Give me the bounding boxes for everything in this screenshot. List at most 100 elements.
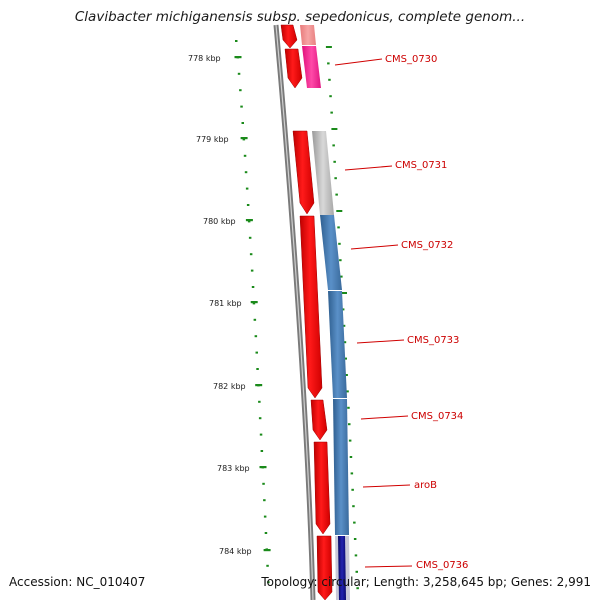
feature-tick <box>343 341 347 344</box>
feature-tick <box>338 242 341 245</box>
feature-tick <box>356 587 359 590</box>
feature-tick <box>331 128 338 130</box>
topology-summary: Topology: circular; Length: 3,258,645 bp… <box>261 575 591 589</box>
feature-tick <box>334 177 337 180</box>
gene-block[interactable] <box>302 46 321 88</box>
feature-tick <box>330 111 333 114</box>
gene-label[interactable]: CMS_0730 <box>385 54 437 65</box>
ruler-tick <box>246 204 250 206</box>
feature-tick <box>335 193 338 196</box>
gene-block[interactable] <box>292 130 315 215</box>
feature-tick <box>327 62 330 65</box>
ruler-tick <box>266 564 269 567</box>
gene-block[interactable] <box>316 535 333 600</box>
ruler-label: 783 kbp <box>217 464 250 473</box>
feature-tick <box>339 259 342 262</box>
ruler-label: 779 kbp <box>196 135 229 144</box>
ruler-tick <box>244 171 248 174</box>
feature-tick <box>345 374 348 376</box>
ruler-tick <box>241 122 244 124</box>
ruler-label: 782 kbp <box>213 382 246 391</box>
feature-tick <box>341 308 345 311</box>
ruler-tick <box>248 236 252 239</box>
feature-tick <box>337 226 340 229</box>
ruler-tick <box>243 154 247 157</box>
ruler-major-tick <box>234 56 242 59</box>
gene-block[interactable] <box>310 399 328 441</box>
ruler-tick <box>239 89 242 92</box>
ruler-major-tick <box>259 466 267 469</box>
ruler-tick <box>240 105 243 108</box>
ruler-tick <box>259 433 263 436</box>
gene-block[interactable] <box>300 25 316 45</box>
gene-leader-lines <box>334 58 413 568</box>
feature-tick <box>342 324 346 327</box>
gene-block[interactable] <box>299 215 323 399</box>
feature-tick <box>340 275 343 278</box>
feature-tick <box>328 78 331 81</box>
ruler-major-tick <box>250 301 258 304</box>
gene-block[interactable] <box>313 441 331 535</box>
feature-tick <box>350 472 354 475</box>
ruler-label: 778 kbp <box>188 54 221 63</box>
ruler-tick <box>256 368 259 370</box>
ruler-label: 781 kbp <box>209 299 242 308</box>
ruler-tick <box>262 482 265 485</box>
gene-labels: CMS_0730 CMS_0731 CMS_0732 CMS_0733 CMS_… <box>385 54 468 571</box>
feature-tick <box>355 570 358 573</box>
ruler-tick <box>263 515 267 518</box>
ruler-tick <box>252 302 256 305</box>
feature-tick <box>348 423 351 426</box>
feature-tick <box>332 144 335 147</box>
feature-tick <box>353 521 356 524</box>
feature-tick <box>353 538 357 540</box>
gene-label[interactable]: CMS_0732 <box>401 240 453 251</box>
gene-block[interactable] <box>333 399 349 535</box>
gene-block[interactable] <box>284 48 303 89</box>
feature-tick <box>352 505 355 508</box>
gene-block[interactable] <box>280 24 298 49</box>
gene-block[interactable] <box>320 215 342 290</box>
feature-tick <box>344 357 347 360</box>
backbone-inner <box>275 24 314 600</box>
ruler-tick <box>250 269 254 272</box>
ruler-tick <box>253 318 257 321</box>
feature-tick <box>333 160 336 163</box>
ruler-minor-ticks <box>235 40 270 584</box>
ruler-tick <box>242 138 246 141</box>
gene-label[interactable]: aroB <box>414 480 437 491</box>
feature-tick <box>346 390 349 393</box>
ruler-tick <box>255 351 258 354</box>
ruler-tick <box>258 400 261 403</box>
ruler-tick <box>249 253 253 256</box>
ruler-tick <box>235 40 238 42</box>
ruler-tick <box>267 581 270 584</box>
gene-block[interactable] <box>328 291 347 398</box>
map-title: Clavibacter michiganensis subsp. sepedon… <box>74 9 526 25</box>
gene-block[interactable] <box>338 536 346 600</box>
ruler-tick <box>258 417 262 420</box>
feature-tick <box>348 439 352 442</box>
ruler-major-tick <box>240 137 248 140</box>
feature-tick <box>329 95 332 98</box>
ruler-label: 780 kbp <box>203 217 236 226</box>
gene-label[interactable]: CMS_0733 <box>407 335 459 346</box>
gene-label[interactable]: CMS_0736 <box>416 560 468 571</box>
gene-block[interactable] <box>312 131 334 215</box>
feature-tick <box>347 406 350 409</box>
ruler-tick <box>245 187 249 190</box>
feature-tick <box>349 456 353 458</box>
feature-ticks <box>325 46 359 590</box>
ruler-major-tick <box>245 219 253 222</box>
ruler-tick <box>251 286 255 288</box>
accession-text: Accession: NC_010407 <box>9 575 146 589</box>
gene-label[interactable]: CMS_0731 <box>395 160 447 171</box>
ruler-labels: 778 kbp 779 kbp 780 kbp 781 kbp 782 kbp … <box>188 54 252 556</box>
feature-tick <box>351 488 354 491</box>
ruler-tick <box>254 335 258 338</box>
ruler-tick <box>260 450 264 452</box>
gene-label[interactable]: CMS_0734 <box>411 411 463 422</box>
ruler-major-tick <box>255 384 263 387</box>
ruler-major-ticks <box>234 56 271 552</box>
